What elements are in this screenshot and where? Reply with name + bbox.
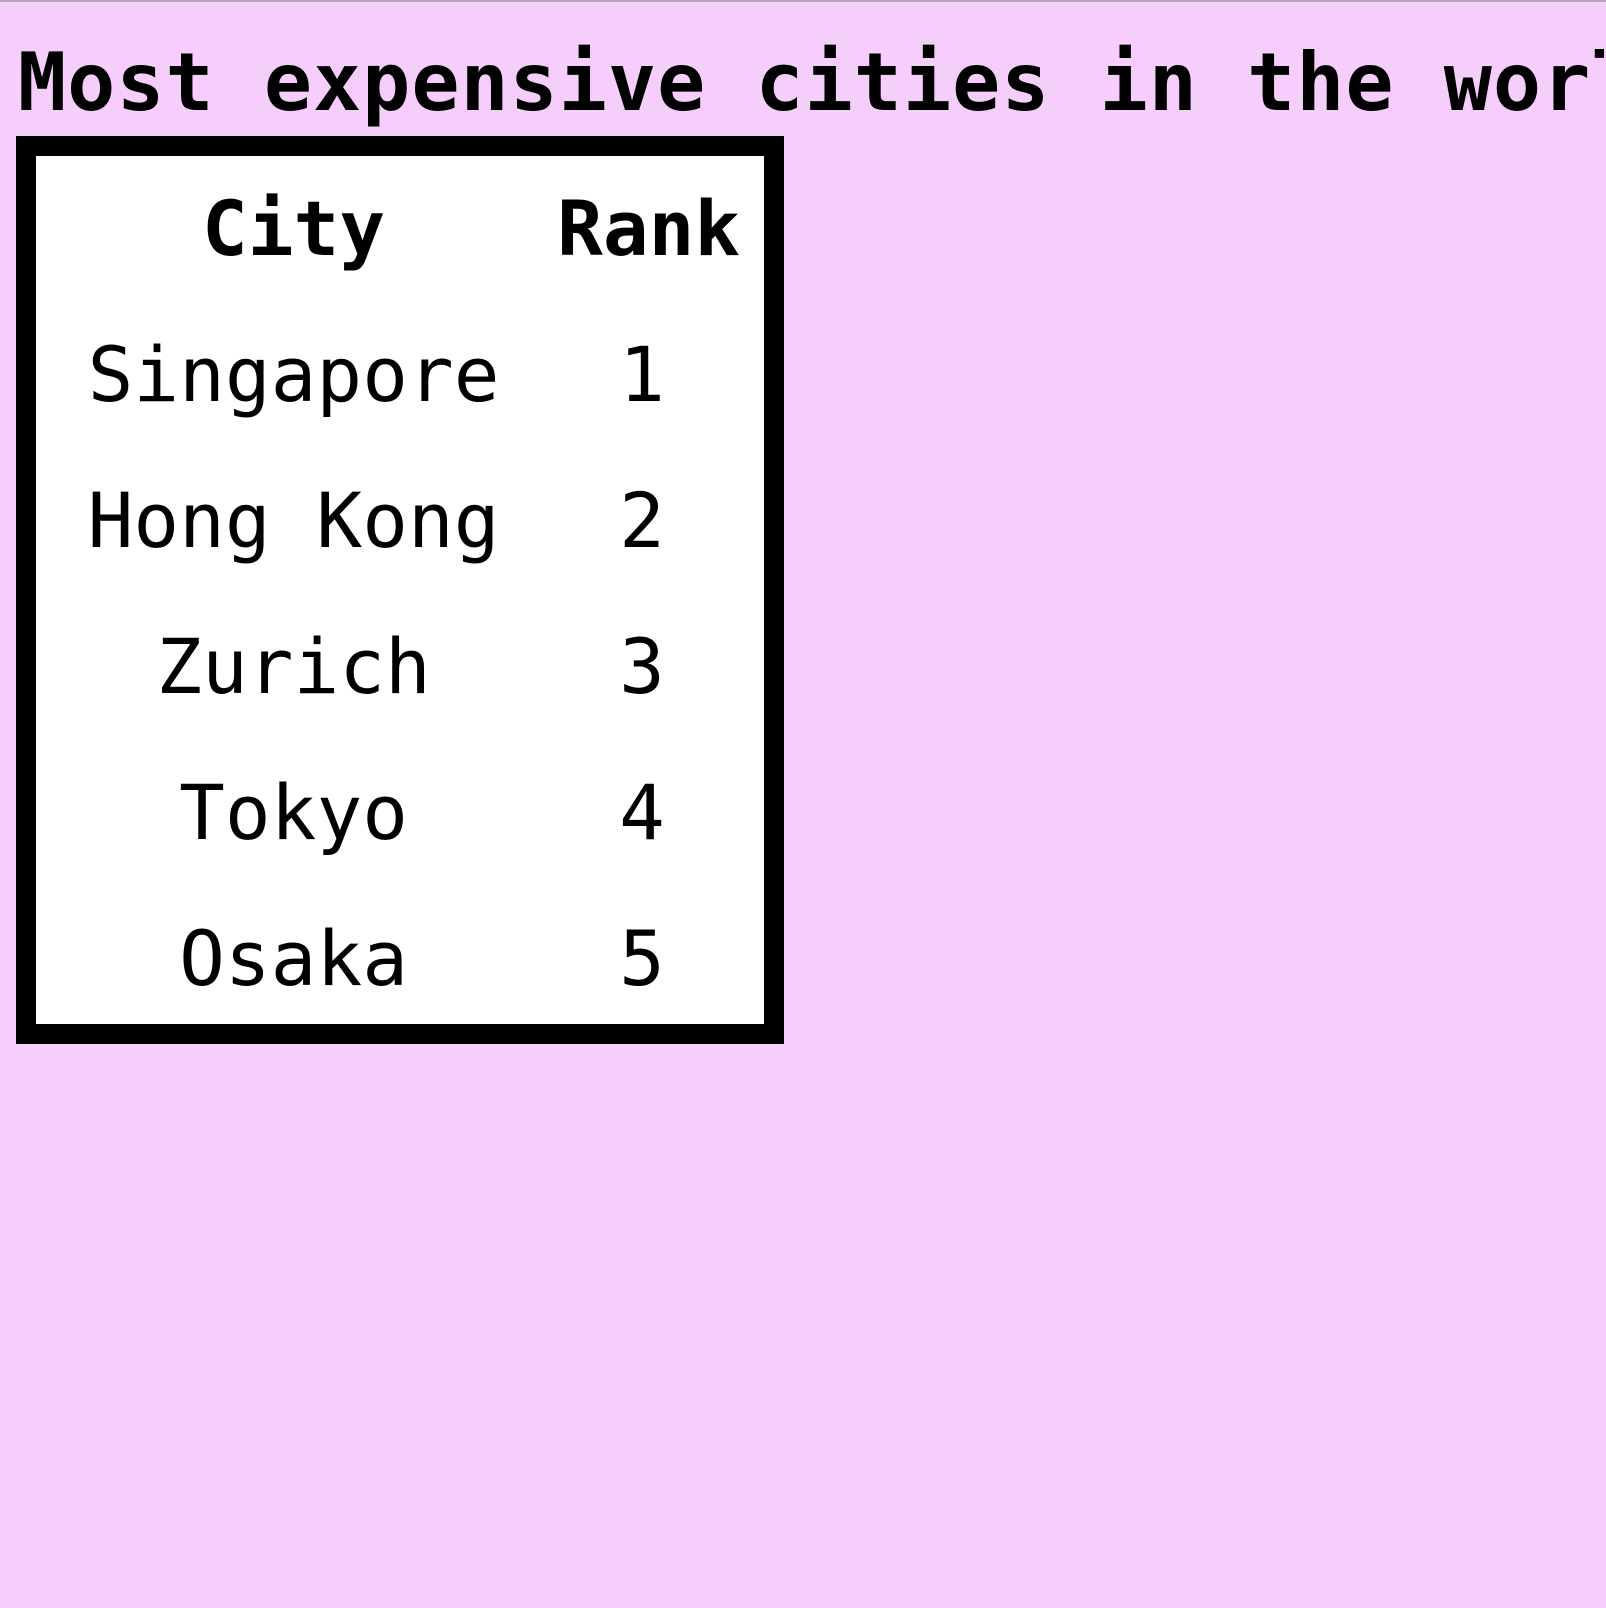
rank-cell: 5 [619,914,665,1003]
rank-cell: 2 [619,476,665,565]
page-title: Most expensive cities in the worl- [18,38,1604,128]
table-body: Singapore 1 Hong Kong 2 Zurich 3 Tokyo 4… [36,302,764,1032]
cities-table-frame: City Rank Singapore 1 Hong Kong 2 Zurich… [16,136,784,1044]
city-cell: Osaka [179,914,408,1003]
city-cell: Singapore [87,330,500,419]
city-cell: Zurich [156,622,431,711]
rank-cell: 3 [619,622,665,711]
column-header-city: City [202,184,386,273]
table-row: Tokyo 4 [36,740,764,886]
cities-table: City Rank Singapore 1 Hong Kong 2 Zurich… [36,156,764,1032]
table-row: Hong Kong 2 [36,448,764,594]
table-row: Singapore 1 [36,302,764,448]
table-header: City Rank [36,156,764,302]
rank-cell: 1 [619,330,665,419]
city-cell: Tokyo [179,768,408,857]
city-cell: Hong Kong [87,476,500,565]
table-header-row: City Rank [36,156,764,302]
column-header-rank: Rank [557,184,741,273]
window-top-edge [0,0,1606,2]
table-row: Zurich 3 [36,594,764,740]
table-row: Osaka 5 [36,886,764,1032]
rank-cell: 4 [619,768,665,857]
